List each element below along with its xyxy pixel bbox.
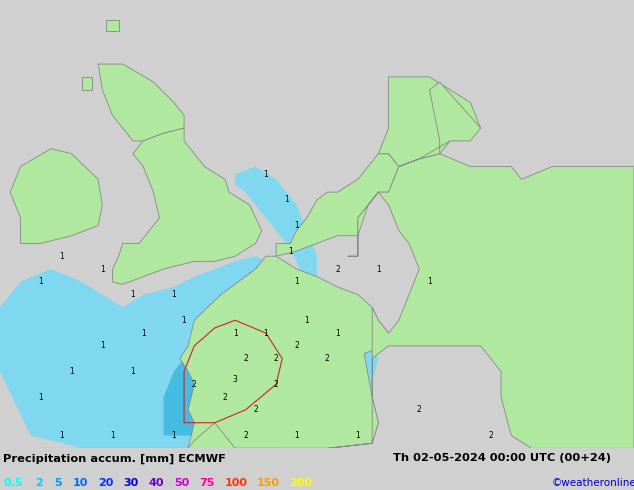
Text: 5: 5 xyxy=(54,478,61,488)
Text: 2: 2 xyxy=(36,478,43,488)
Text: 1: 1 xyxy=(100,265,105,273)
Text: 2: 2 xyxy=(274,380,278,389)
Text: 2: 2 xyxy=(223,392,228,402)
Text: 1: 1 xyxy=(182,316,186,325)
Text: 1: 1 xyxy=(171,290,176,299)
Polygon shape xyxy=(98,64,184,141)
Text: 2: 2 xyxy=(192,380,197,389)
Text: 10: 10 xyxy=(72,478,87,488)
Text: 2: 2 xyxy=(488,431,493,440)
Text: 2: 2 xyxy=(335,265,340,273)
Text: 1: 1 xyxy=(131,367,135,376)
Text: 1: 1 xyxy=(141,329,146,338)
Text: 2: 2 xyxy=(243,354,248,363)
Text: 1: 1 xyxy=(171,431,176,440)
Text: 2: 2 xyxy=(325,354,330,363)
Text: Th 02-05-2024 00:00 UTC (00+24): Th 02-05-2024 00:00 UTC (00+24) xyxy=(393,453,611,464)
Polygon shape xyxy=(82,77,92,90)
Text: 1: 1 xyxy=(335,329,340,338)
Text: 1: 1 xyxy=(59,252,64,261)
Text: 2: 2 xyxy=(274,354,278,363)
Text: 1: 1 xyxy=(294,431,299,440)
Polygon shape xyxy=(164,320,297,436)
Text: 1: 1 xyxy=(294,221,299,230)
Text: 1: 1 xyxy=(233,329,238,338)
Text: 1: 1 xyxy=(264,329,268,338)
Text: 30: 30 xyxy=(123,478,138,488)
Text: 1: 1 xyxy=(59,431,64,440)
Polygon shape xyxy=(378,77,481,167)
Text: Precipitation accum. [mm] ECMWF: Precipitation accum. [mm] ECMWF xyxy=(3,453,226,464)
Text: 1: 1 xyxy=(264,170,268,179)
Polygon shape xyxy=(276,154,399,256)
Text: 1: 1 xyxy=(356,431,360,440)
Text: 1: 1 xyxy=(284,196,288,204)
Polygon shape xyxy=(235,154,634,448)
Text: 1: 1 xyxy=(39,392,43,402)
Text: 100: 100 xyxy=(224,478,247,488)
Text: 40: 40 xyxy=(148,478,164,488)
Polygon shape xyxy=(30,423,290,490)
Text: 1: 1 xyxy=(110,431,115,440)
Polygon shape xyxy=(180,256,389,448)
Text: 1: 1 xyxy=(288,246,293,256)
Text: 200: 200 xyxy=(289,478,312,488)
Text: 1: 1 xyxy=(69,367,74,376)
Polygon shape xyxy=(112,128,262,284)
Polygon shape xyxy=(235,167,317,282)
Text: 1: 1 xyxy=(100,342,105,350)
Text: 3: 3 xyxy=(233,375,238,384)
Text: 1: 1 xyxy=(376,265,381,273)
Text: 1: 1 xyxy=(294,277,299,286)
Polygon shape xyxy=(10,148,102,244)
Text: 0.5: 0.5 xyxy=(3,478,23,488)
Text: 1: 1 xyxy=(304,316,309,325)
Text: 2: 2 xyxy=(243,431,248,440)
Polygon shape xyxy=(107,21,119,31)
Polygon shape xyxy=(0,256,378,448)
Text: 2: 2 xyxy=(294,342,299,350)
Text: 2: 2 xyxy=(253,405,258,415)
Text: 75: 75 xyxy=(199,478,214,488)
Text: 1: 1 xyxy=(131,290,135,299)
Text: 150: 150 xyxy=(257,478,280,488)
Text: 50: 50 xyxy=(174,478,189,488)
Text: 1: 1 xyxy=(427,277,432,286)
Text: 20: 20 xyxy=(98,478,113,488)
Polygon shape xyxy=(399,82,481,167)
Text: 1: 1 xyxy=(39,277,43,286)
Text: 2: 2 xyxy=(417,405,422,415)
Text: ©weatheronline.co.uk: ©weatheronline.co.uk xyxy=(552,478,634,488)
